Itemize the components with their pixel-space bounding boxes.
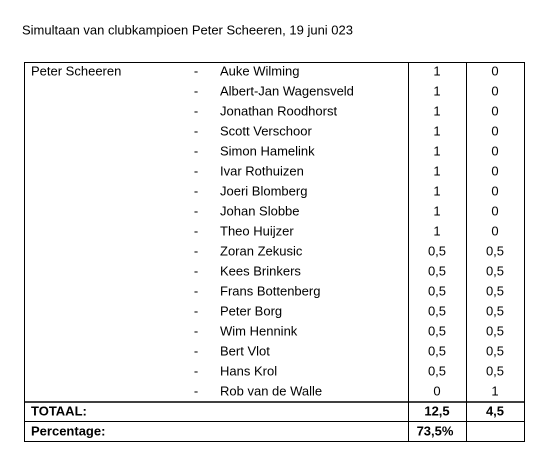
total-label: TOTAAL: (31, 403, 87, 418)
opponent: Zoran Zekusic (220, 243, 303, 258)
score: 0,5 (428, 363, 446, 378)
opponent-score: 0 (491, 223, 498, 238)
dash: - (194, 103, 198, 118)
opponent: Ivar Rothuizen (220, 163, 304, 178)
opponent: Frans Bottenberg (220, 283, 320, 298)
opponent: Jonathan Roodhorst (220, 103, 337, 118)
opponent-score: 0 (491, 143, 498, 158)
dash: - (194, 363, 198, 378)
dash: - (194, 263, 198, 278)
player-name: Peter Scheeren (31, 63, 121, 78)
total-score: 12,5 (424, 403, 449, 418)
dash: - (194, 143, 198, 158)
opponent-score: 0,5 (486, 343, 504, 358)
score: 0,5 (428, 343, 446, 358)
opponent-score: 0 (491, 63, 498, 78)
dash: - (194, 323, 198, 338)
opponent-score: 0,5 (486, 323, 504, 338)
dash: - (194, 303, 198, 318)
score: 0,5 (428, 323, 446, 338)
dash: - (194, 63, 198, 78)
table-border (24, 62, 525, 442)
score: 1 (433, 143, 440, 158)
opponent-score: 0 (491, 203, 498, 218)
opponent: Johan Slobbe (220, 203, 300, 218)
score: 1 (433, 123, 440, 138)
opponent: Kees Brinkers (220, 263, 301, 278)
opponent: Rob van de Walle (220, 383, 322, 398)
opponent: Scott Verschoor (220, 123, 312, 138)
opponent: Peter Borg (220, 303, 282, 318)
percentage-label: Percentage: (31, 423, 105, 438)
opponent-score: 1 (491, 383, 498, 398)
dash: - (194, 223, 198, 238)
opponent-score: 0,5 (486, 303, 504, 318)
opponent: Hans Krol (220, 363, 277, 378)
score: 1 (433, 203, 440, 218)
opponent-score: 0,5 (486, 283, 504, 298)
dash: - (194, 163, 198, 178)
dash: - (194, 343, 198, 358)
score: 1 (433, 103, 440, 118)
opponent: Bert Vlot (220, 343, 270, 358)
dash: - (194, 203, 198, 218)
dash: - (194, 183, 198, 198)
score: 1 (433, 163, 440, 178)
score: 1 (433, 183, 440, 198)
score: 1 (433, 63, 440, 78)
opponent: Joeri Blomberg (220, 183, 307, 198)
opponent-score: 0 (491, 163, 498, 178)
score: 1 (433, 83, 440, 98)
score: 0,5 (428, 243, 446, 258)
total-opponents: 4,5 (486, 403, 504, 418)
opponent: Simon Hamelink (220, 143, 315, 158)
opponent-score: 0,5 (486, 363, 504, 378)
percentage-value: 73,5% (417, 423, 454, 438)
score: 1 (433, 223, 440, 238)
dash: - (194, 383, 198, 398)
opponent-score: 0,5 (486, 263, 504, 278)
opponent: Albert-Jan Wagensveld (220, 83, 354, 98)
score: 0,5 (428, 303, 446, 318)
score: 0 (433, 383, 440, 398)
opponent-score: 0 (491, 83, 498, 98)
dash: - (194, 123, 198, 138)
opponent: Theo Huijzer (220, 223, 294, 238)
dash: - (194, 283, 198, 298)
opponent-score: 0 (491, 123, 498, 138)
score: 0,5 (428, 263, 446, 278)
title: Simultaan van clubkampioen Peter Scheere… (22, 22, 353, 37)
opponent-score: 0,5 (486, 243, 504, 258)
opponent-score: 0 (491, 183, 498, 198)
opponent: Auke Wilming (220, 63, 299, 78)
opponent: Wim Hennink (220, 323, 298, 338)
dash: - (194, 83, 198, 98)
dash: - (194, 243, 198, 258)
score: 0,5 (428, 283, 446, 298)
opponent-score: 0 (491, 103, 498, 118)
